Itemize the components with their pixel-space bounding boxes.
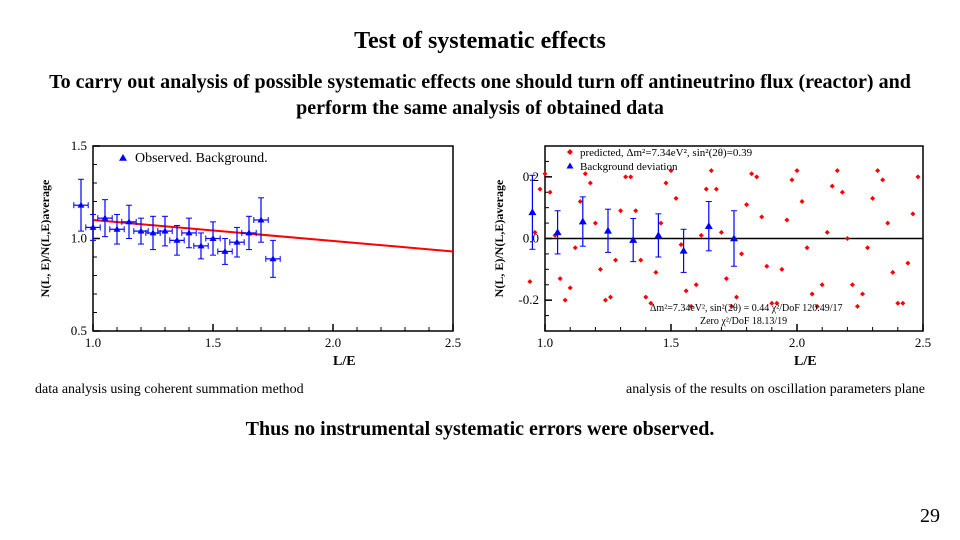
svg-text:Observed. Background.: Observed. Background.	[135, 151, 268, 166]
svg-text:L/E: L/E	[333, 354, 356, 369]
svg-text:N(L, E)/N(L,E)average: N(L, E)/N(L,E)average	[492, 179, 506, 297]
svg-text:1.5: 1.5	[205, 335, 221, 350]
right-chart: 1.01.52.02.5-0.20.00.2predicted, Δm²=7.3…	[485, 131, 935, 376]
svg-text:N(L, E)/N(L,E)average: N(L, E)/N(L,E)average	[38, 179, 52, 297]
svg-text:2.5: 2.5	[445, 335, 461, 350]
svg-text:-0.2: -0.2	[518, 292, 539, 307]
charts-row: 1.01.52.02.50.51.01.5Observed. Backgroun…	[0, 131, 960, 376]
slide-subtitle: To carry out analysis of possible system…	[0, 55, 960, 121]
svg-text:Background deviation: Background deviation	[580, 161, 678, 173]
svg-text:Δm²=7.34eV², sin²(2θ) = 0.44: Δm²=7.34eV², sin²(2θ) = 0.44 χ²/DoF 120.…	[650, 303, 843, 314]
right-caption: analysis of the results on oscillation p…	[626, 382, 925, 398]
svg-text:1.0: 1.0	[537, 335, 553, 350]
svg-text:predicted, Δm²=7.34eV², sin²(2: predicted, Δm²=7.34eV², sin²(2θ)=0.39	[580, 147, 753, 159]
conclusion-text: Thus no instrumental systematic errors w…	[0, 418, 960, 441]
svg-text:L/E: L/E	[794, 354, 817, 369]
captions-row: data analysis using coherent summation m…	[0, 382, 960, 398]
svg-text:Zero: Zero χ²/DoF 18.13/19	[700, 316, 787, 327]
svg-text:1.5: 1.5	[663, 335, 679, 350]
left-chart: 1.01.52.02.50.51.01.5Observed. Backgroun…	[25, 131, 465, 376]
svg-text:2.0: 2.0	[325, 335, 341, 350]
svg-text:0.2: 0.2	[523, 169, 539, 184]
svg-text:2.5: 2.5	[915, 335, 931, 350]
svg-text:1.0: 1.0	[71, 231, 87, 246]
page-number: 29	[920, 505, 940, 528]
svg-text:1.0: 1.0	[85, 335, 101, 350]
svg-text:1.5: 1.5	[71, 138, 87, 153]
svg-text:0.5: 0.5	[71, 323, 87, 338]
svg-text:2.0: 2.0	[789, 335, 805, 350]
left-caption: data analysis using coherent summation m…	[35, 382, 304, 398]
slide-title: Test of systematic effects	[0, 0, 960, 55]
